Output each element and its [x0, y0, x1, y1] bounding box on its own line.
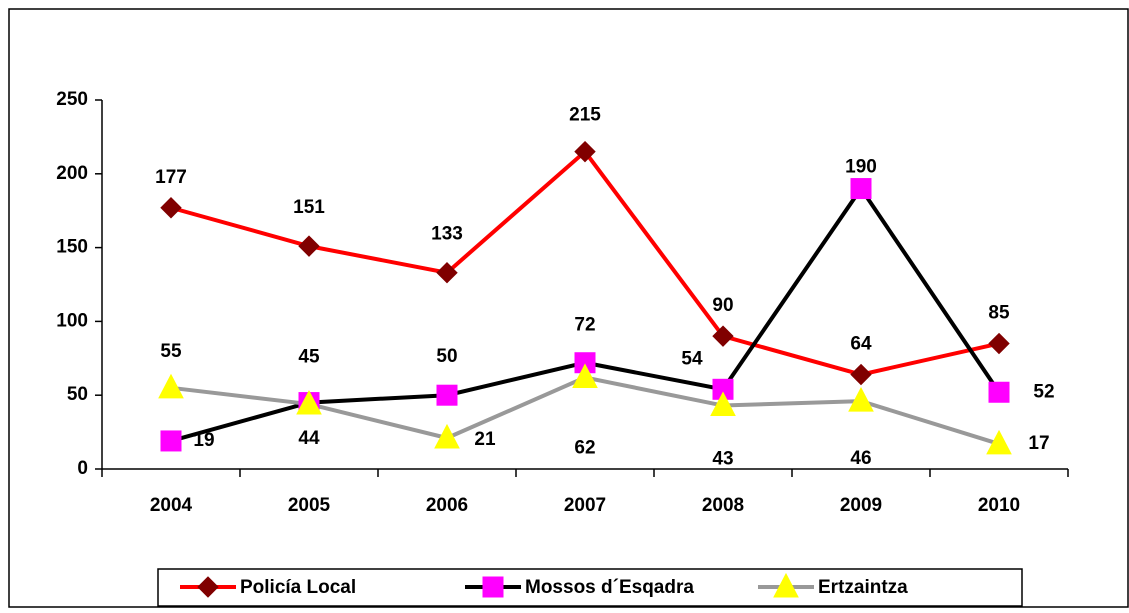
y-tick-label: 50 [67, 384, 88, 405]
marker [572, 363, 598, 388]
data-label: 44 [298, 428, 320, 449]
data-label: 72 [574, 315, 595, 336]
data-label: 90 [712, 295, 733, 316]
data-label: 19 [193, 430, 214, 451]
legend-marker [482, 576, 504, 598]
data-label: 21 [474, 429, 496, 450]
y-tick-label: 100 [56, 310, 88, 331]
x-tick-label: 2009 [840, 495, 882, 516]
legend-marker [197, 576, 219, 598]
data-label: 133 [431, 224, 463, 245]
marker [296, 389, 322, 415]
x-tick-label: 2008 [702, 495, 744, 516]
marker [848, 387, 874, 412]
legend-marker [773, 572, 799, 598]
marker [434, 423, 460, 449]
data-label: 85 [988, 303, 1010, 324]
marker [160, 197, 182, 219]
data-label: 50 [436, 346, 457, 367]
marker [712, 325, 734, 347]
data-label: 215 [569, 105, 601, 126]
data-label: 190 [845, 157, 877, 178]
marker [574, 140, 596, 163]
legend-box [157, 568, 1023, 607]
marker [436, 261, 458, 284]
data-label: 43 [712, 449, 733, 470]
marker [158, 373, 184, 399]
x-tick-label: 2005 [288, 495, 331, 516]
data-label: 62 [574, 438, 595, 459]
data-label: 55 [160, 341, 182, 362]
marker [710, 391, 736, 417]
marker [988, 332, 1010, 355]
marker [850, 178, 872, 200]
data-label: 54 [681, 348, 703, 369]
x-tick-label: 2004 [150, 495, 193, 516]
marker [436, 384, 458, 406]
x-tick-label: 2007 [564, 495, 606, 516]
chart-border [8, 8, 1129, 608]
y-tick-label: 0 [77, 458, 88, 479]
marker [986, 429, 1012, 455]
marker [850, 363, 872, 386]
y-tick-label: 250 [56, 89, 88, 110]
data-label: 177 [155, 167, 187, 188]
marker [988, 381, 1010, 403]
x-tick-label: 2010 [978, 495, 1020, 516]
marker [298, 235, 320, 257]
legend-label: Mossos d´Esqadra [525, 577, 694, 598]
legend-label: Policía Local [240, 577, 356, 598]
y-tick-label: 150 [56, 237, 88, 258]
data-label: 52 [1033, 381, 1054, 402]
data-label: 64 [850, 334, 872, 355]
data-label: 46 [850, 448, 871, 469]
marker [160, 430, 182, 452]
data-label: 45 [298, 347, 320, 368]
x-tick-label: 2006 [426, 495, 468, 516]
y-tick-label: 200 [56, 163, 88, 184]
legend-label: Ertzaintza [818, 577, 908, 598]
data-label: 151 [293, 197, 325, 218]
data-label: 17 [1028, 433, 1049, 454]
